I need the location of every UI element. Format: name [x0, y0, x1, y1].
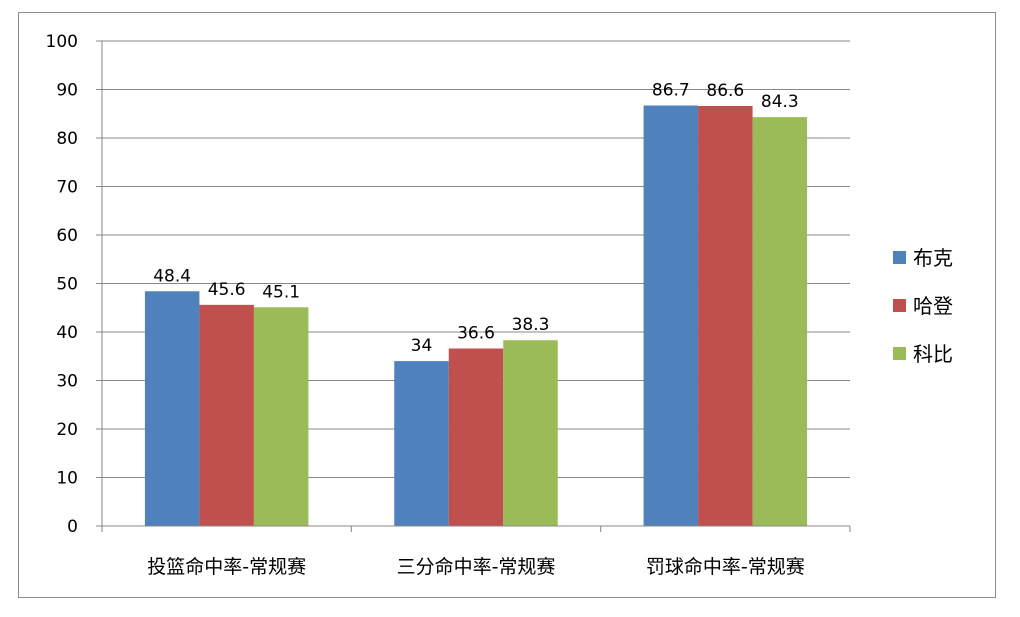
data-label-科比-2: 84.3 [761, 92, 799, 112]
data-label-哈登-1: 36.6 [457, 323, 495, 343]
bar-布克-0 [144, 291, 200, 526]
y-tick-label-40: 40 [56, 323, 78, 343]
y-tick-label-70: 70 [56, 178, 78, 198]
bar-哈登-1 [448, 348, 504, 526]
x-category-labels: 投篮命中率-常规赛 三分命中率-常规赛 罚球命中率-常规赛 [147, 556, 805, 578]
y-tick-label-80: 80 [56, 129, 78, 149]
y-tick-label-30: 30 [56, 372, 78, 392]
data-labels: 48.4 45.6 45.1 34 36.6 38.3 86.7 86.6 84.3 [153, 81, 799, 357]
legend-swatch-布克 [893, 251, 906, 264]
data-label-哈登-0: 45.6 [208, 280, 246, 300]
legend-swatch-哈登 [893, 299, 906, 312]
bar-布克-1 [394, 361, 449, 526]
axes [96, 40, 851, 532]
bar-哈登-0 [199, 304, 254, 526]
legend-label-布克: 布克 [913, 246, 953, 270]
bar-科比-0 [253, 307, 309, 526]
data-label-布克-0: 48.4 [153, 266, 191, 286]
data-label-科比-0: 45.1 [262, 282, 300, 302]
data-label-布克-1: 34 [411, 336, 433, 356]
legend-label-科比: 科比 [913, 342, 953, 366]
bar-科比-1 [503, 340, 558, 526]
bars [144, 105, 808, 527]
y-tick-label-100: 100 [46, 32, 78, 52]
bar-布克-2 [643, 105, 699, 526]
y-tick-label-20: 20 [56, 420, 78, 440]
data-label-布克-2: 86.7 [652, 81, 690, 101]
bar-科比-2 [752, 117, 808, 527]
y-tick-label-90: 90 [56, 81, 78, 101]
legend-swatch-科比 [893, 347, 906, 360]
y-tick-labels: 0 10 20 30 40 50 60 70 80 90 100 [46, 32, 78, 537]
x-category-label-1: 三分命中率-常规赛 [397, 556, 556, 578]
y-tick-label-60: 60 [56, 226, 78, 246]
data-label-科比-1: 38.3 [512, 315, 550, 335]
y-tick-label-50: 50 [56, 275, 78, 295]
y-tick-label-0: 0 [67, 517, 78, 537]
y-tick-label-10: 10 [56, 469, 78, 489]
bar-哈登-2 [698, 105, 753, 527]
x-category-label-2: 罚球命中率-常规赛 [646, 556, 805, 578]
data-label-哈登-2: 86.6 [706, 81, 744, 101]
legend-label-哈登: 哈登 [913, 294, 953, 318]
x-category-label-0: 投篮命中率-常规赛 [147, 556, 306, 578]
